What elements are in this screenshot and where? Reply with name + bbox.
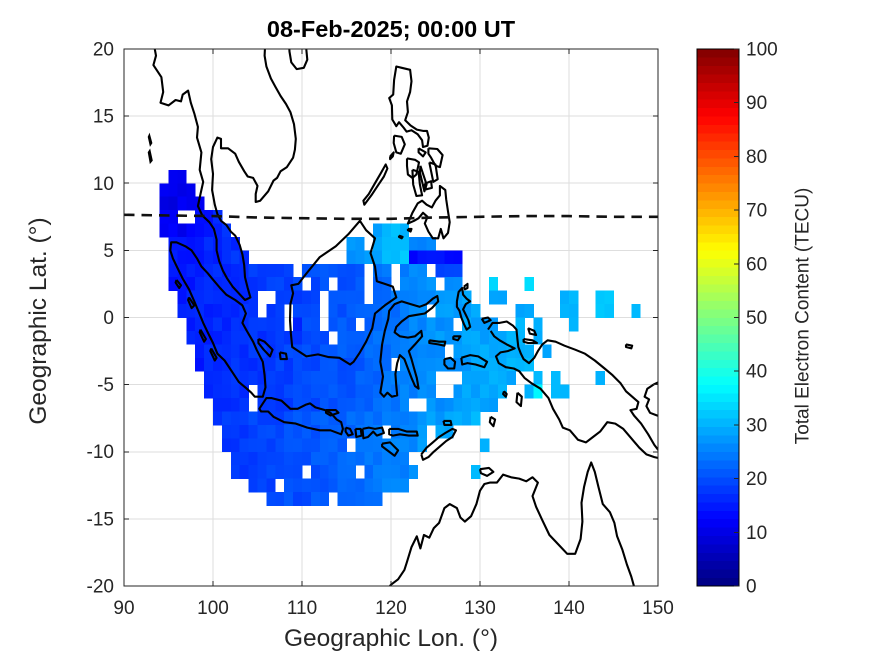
- svg-text:60: 60: [746, 254, 767, 275]
- svg-text:80: 80: [746, 147, 767, 168]
- svg-text:90: 90: [746, 93, 767, 114]
- svg-text:20: 20: [93, 40, 114, 61]
- svg-text:20: 20: [746, 469, 767, 490]
- svg-text:-5: -5: [97, 375, 114, 396]
- svg-text:Total Electron Content (TECU): Total Electron Content (TECU): [793, 188, 814, 445]
- svg-text:10: 10: [93, 174, 114, 195]
- svg-text:-10: -10: [87, 442, 114, 463]
- svg-text:-20: -20: [87, 577, 114, 598]
- svg-text:140: 140: [553, 598, 585, 619]
- svg-text:-15: -15: [87, 509, 114, 530]
- svg-text:15: 15: [93, 107, 114, 128]
- svg-text:40: 40: [746, 362, 767, 383]
- svg-text:100: 100: [746, 40, 778, 61]
- svg-text:0: 0: [746, 577, 757, 598]
- svg-text:120: 120: [375, 598, 407, 619]
- svg-text:100: 100: [197, 598, 229, 619]
- svg-text:Geographic Lon. (°): Geographic Lon. (°): [284, 625, 498, 652]
- svg-text:0: 0: [103, 308, 114, 329]
- svg-text:130: 130: [464, 598, 496, 619]
- svg-text:150: 150: [642, 598, 674, 619]
- svg-text:08-Feb-2025; 00:00 UT: 08-Feb-2025; 00:00 UT: [267, 16, 516, 42]
- svg-text:50: 50: [746, 308, 767, 329]
- svg-text:70: 70: [746, 201, 767, 222]
- svg-text:30: 30: [746, 415, 767, 436]
- svg-text:Geographic Lat. (°): Geographic Lat. (°): [25, 217, 52, 424]
- svg-text:110: 110: [287, 598, 317, 619]
- svg-text:90: 90: [113, 598, 134, 619]
- svg-text:10: 10: [746, 523, 767, 544]
- svg-text:5: 5: [103, 241, 114, 262]
